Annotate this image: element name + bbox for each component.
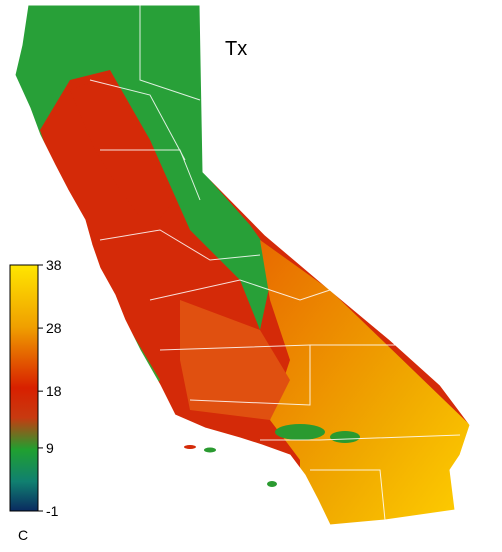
island: [267, 481, 277, 487]
island: [204, 447, 216, 453]
state-outline: [14, 4, 471, 526]
map-title: Tx: [225, 38, 247, 60]
colorbar-unit: C: [18, 527, 28, 543]
island: [184, 445, 196, 449]
colorbar: [9, 264, 39, 512]
colorbar-tick-label: -1: [46, 503, 59, 519]
colorbar-tick-label: 18: [46, 383, 62, 399]
colorbar-tick-label: 28: [46, 320, 62, 336]
colorbar-tick-label: 38: [46, 257, 62, 273]
colorbar-tick-label: 9: [46, 440, 54, 456]
